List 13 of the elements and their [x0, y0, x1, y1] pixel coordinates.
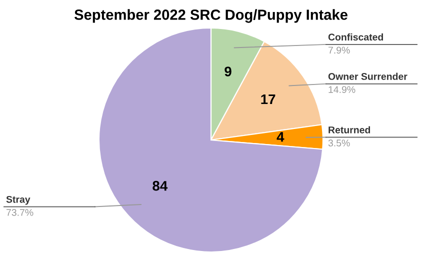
text: 7.9%: [328, 46, 350, 54]
chart-title: September 2022 SRC Dog/Puppy Intake: [74, 9, 348, 23]
slice-label: Confiscated: [328, 33, 383, 41]
text: 73.7%: [6, 209, 34, 216]
text: 14.9%: [328, 86, 356, 93]
data-label: 84: [152, 180, 168, 191]
slice-label: Stray: [6, 196, 30, 205]
data-label: 4: [276, 132, 284, 142]
data-label: 17: [261, 94, 276, 104]
data-label: 9: [224, 66, 232, 76]
slice-label: Owner Surrender: [328, 72, 408, 80]
text: 3.5%: [328, 140, 350, 146]
slice-label: Returned: [328, 126, 370, 134]
